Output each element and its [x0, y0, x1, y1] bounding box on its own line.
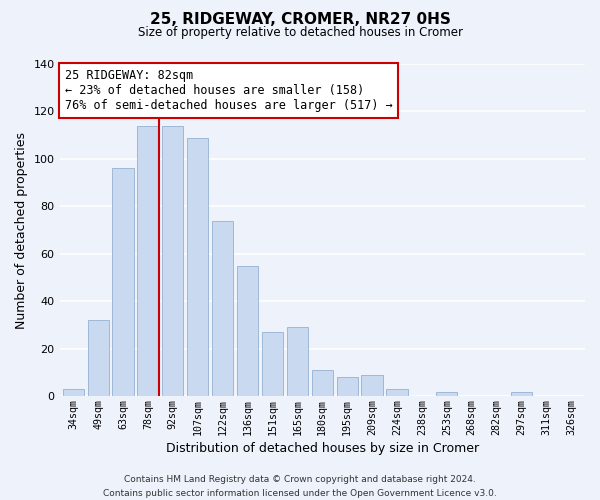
Bar	[262, 332, 283, 396]
Bar	[311, 370, 333, 396]
Bar	[187, 138, 208, 396]
Bar	[212, 220, 233, 396]
Text: 25 RIDGEWAY: 82sqm
← 23% of detached houses are smaller (158)
76% of semi-detach: 25 RIDGEWAY: 82sqm ← 23% of detached hou…	[65, 69, 392, 112]
Text: Size of property relative to detached houses in Cromer: Size of property relative to detached ho…	[137, 26, 463, 39]
Text: Contains HM Land Registry data © Crown copyright and database right 2024.
Contai: Contains HM Land Registry data © Crown c…	[103, 476, 497, 498]
Bar	[361, 375, 383, 396]
Text: 25, RIDGEWAY, CROMER, NR27 0HS: 25, RIDGEWAY, CROMER, NR27 0HS	[149, 12, 451, 28]
Bar	[112, 168, 134, 396]
Bar	[137, 126, 158, 396]
Bar	[436, 392, 457, 396]
Bar	[88, 320, 109, 396]
Bar	[287, 328, 308, 396]
Bar	[237, 266, 258, 396]
Bar	[162, 126, 184, 396]
Bar	[337, 378, 358, 396]
Y-axis label: Number of detached properties: Number of detached properties	[15, 132, 28, 328]
Bar	[62, 389, 84, 396]
X-axis label: Distribution of detached houses by size in Cromer: Distribution of detached houses by size …	[166, 442, 479, 455]
Bar	[386, 389, 407, 396]
Bar	[511, 392, 532, 396]
